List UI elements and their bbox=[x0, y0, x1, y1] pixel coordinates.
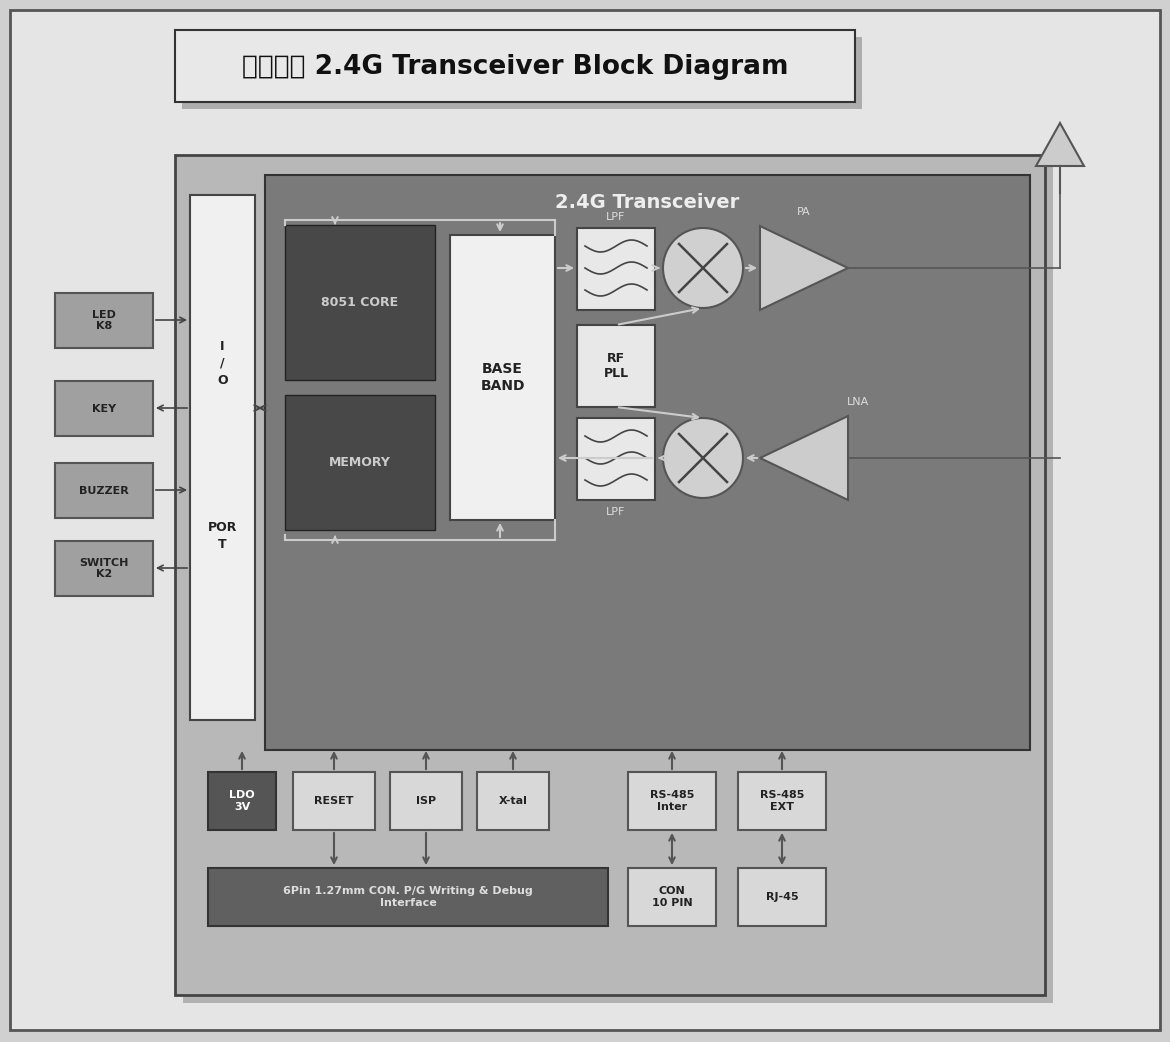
Text: RJ-45: RJ-45 bbox=[765, 892, 798, 902]
FancyBboxPatch shape bbox=[628, 868, 716, 926]
Text: BUZZER: BUZZER bbox=[80, 486, 129, 496]
FancyBboxPatch shape bbox=[390, 772, 462, 830]
FancyBboxPatch shape bbox=[628, 772, 716, 830]
FancyBboxPatch shape bbox=[577, 325, 655, 407]
FancyBboxPatch shape bbox=[55, 293, 153, 348]
FancyBboxPatch shape bbox=[577, 418, 655, 500]
Polygon shape bbox=[1035, 123, 1083, 166]
FancyBboxPatch shape bbox=[450, 235, 555, 520]
Text: 8051 CORE: 8051 CORE bbox=[322, 296, 399, 309]
Text: CON
10 PIN: CON 10 PIN bbox=[652, 886, 693, 908]
FancyBboxPatch shape bbox=[292, 772, 376, 830]
Text: MEMORY: MEMORY bbox=[329, 456, 391, 469]
FancyBboxPatch shape bbox=[738, 868, 826, 926]
FancyBboxPatch shape bbox=[55, 541, 153, 596]
Text: X-tal: X-tal bbox=[498, 796, 528, 807]
Text: RF
PLL: RF PLL bbox=[604, 352, 628, 380]
Text: PA: PA bbox=[797, 207, 811, 217]
Polygon shape bbox=[760, 226, 848, 311]
Text: POR
T: POR T bbox=[208, 521, 238, 551]
Text: I
/
O: I / O bbox=[218, 340, 228, 387]
Text: KEY: KEY bbox=[92, 403, 116, 414]
Circle shape bbox=[663, 418, 743, 498]
FancyBboxPatch shape bbox=[577, 228, 655, 311]
FancyBboxPatch shape bbox=[183, 38, 862, 109]
FancyBboxPatch shape bbox=[264, 175, 1030, 750]
FancyBboxPatch shape bbox=[183, 163, 1053, 1003]
Text: 카메라용 2.4G Transceiver Block Diagram: 카메라용 2.4G Transceiver Block Diagram bbox=[242, 54, 789, 80]
FancyBboxPatch shape bbox=[176, 155, 1045, 995]
FancyBboxPatch shape bbox=[285, 395, 435, 530]
FancyBboxPatch shape bbox=[55, 381, 153, 436]
FancyBboxPatch shape bbox=[738, 772, 826, 830]
FancyBboxPatch shape bbox=[208, 772, 276, 830]
Text: SWITCH
K2: SWITCH K2 bbox=[80, 557, 129, 579]
Text: RS-485
EXT: RS-485 EXT bbox=[759, 790, 804, 812]
FancyBboxPatch shape bbox=[477, 772, 549, 830]
Text: ISP: ISP bbox=[417, 796, 436, 807]
Text: LPF: LPF bbox=[606, 212, 626, 222]
Text: LED
K8: LED K8 bbox=[92, 309, 116, 331]
Text: 2.4G Transceiver: 2.4G Transceiver bbox=[556, 194, 739, 213]
FancyBboxPatch shape bbox=[176, 30, 855, 102]
FancyBboxPatch shape bbox=[190, 195, 255, 720]
FancyBboxPatch shape bbox=[55, 463, 153, 518]
Text: LNA: LNA bbox=[847, 397, 869, 407]
Text: RS-485
Inter: RS-485 Inter bbox=[649, 790, 694, 812]
Text: 6Pin 1.27mm CON. P/G Writing & Debug
Interface: 6Pin 1.27mm CON. P/G Writing & Debug Int… bbox=[283, 886, 532, 908]
FancyBboxPatch shape bbox=[208, 868, 608, 926]
Text: RESET: RESET bbox=[315, 796, 353, 807]
Circle shape bbox=[663, 228, 743, 308]
Text: LPF: LPF bbox=[606, 507, 626, 517]
Text: BASE
BAND: BASE BAND bbox=[480, 363, 525, 393]
Polygon shape bbox=[760, 416, 848, 500]
FancyBboxPatch shape bbox=[11, 10, 1159, 1029]
Text: LDO
3V: LDO 3V bbox=[229, 790, 255, 812]
FancyBboxPatch shape bbox=[285, 225, 435, 380]
